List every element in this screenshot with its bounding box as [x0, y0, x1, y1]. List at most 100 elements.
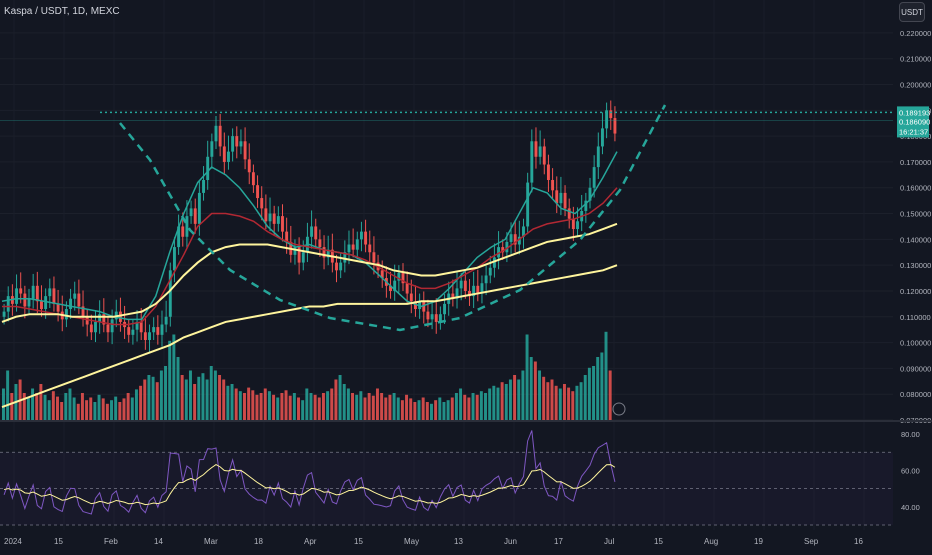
volume-bar [213, 370, 217, 420]
volume-bar [243, 393, 246, 420]
candle-body [497, 247, 501, 258]
volume-bar [39, 384, 43, 420]
volume-bar [533, 361, 537, 420]
candle-body [409, 293, 413, 302]
candle-body [430, 314, 434, 320]
candle-body [181, 226, 185, 237]
time-tick-label: Mar [204, 537, 218, 546]
volume-bar [68, 388, 72, 420]
candle-body [443, 303, 447, 315]
volume-bar [35, 393, 39, 420]
volume-bar [371, 395, 375, 420]
candle-body [77, 293, 81, 307]
candle-body [264, 208, 268, 222]
volume-bar [292, 393, 296, 420]
candle-body [23, 293, 27, 307]
volume-bar [604, 331, 608, 420]
candle-body [339, 262, 343, 271]
candle-body [476, 285, 480, 294]
volume-bar [434, 400, 438, 420]
volume-bar [479, 391, 483, 420]
candle-body [102, 314, 106, 325]
candle-body [276, 216, 280, 224]
volume-bar [417, 400, 421, 420]
volume-bar [413, 402, 417, 420]
candle-body [227, 151, 230, 162]
candle-body [517, 236, 521, 245]
price-tick-label: 0.140000 [900, 235, 931, 244]
price-tick-label: 0.090000 [900, 364, 931, 373]
candle-body [256, 185, 260, 199]
candle-body [40, 301, 43, 310]
volume-bar [446, 400, 450, 420]
candle-body [484, 275, 488, 284]
candle-body [343, 252, 347, 263]
volume-bar [355, 394, 359, 420]
candle-body [64, 309, 68, 320]
price-tick-label: 0.220000 [900, 29, 931, 38]
volume-bar [238, 391, 242, 420]
volume-bar [484, 393, 487, 420]
candle-body [318, 239, 322, 248]
oscillator-line [3, 430, 616, 515]
time-tick-label: 14 [154, 537, 163, 546]
candle-body [189, 208, 193, 217]
price-tick-label: 0.160000 [900, 184, 931, 193]
candle-body [588, 187, 592, 201]
candle-body [314, 226, 318, 240]
countdown-label: 16:21:37 [899, 127, 928, 136]
candle-body [609, 110, 613, 119]
volume-bar [380, 393, 384, 420]
volume-bar [430, 403, 433, 420]
volume-bar [459, 388, 463, 420]
volume-bar [600, 352, 604, 420]
volume-bar [367, 393, 371, 420]
candle-body [401, 272, 405, 284]
volume-bar [10, 393, 14, 420]
candle-body [247, 159, 251, 173]
candle-body [576, 221, 579, 230]
volume-bar [26, 397, 30, 420]
candle-body [202, 180, 205, 193]
candle-body [85, 316, 89, 325]
candle-body [422, 301, 426, 312]
volume-bar [134, 389, 138, 420]
currency-button[interactable]: USDT [899, 2, 925, 22]
candle-body [222, 146, 226, 162]
last-price-label-bg [897, 115, 929, 138]
candle-body [56, 303, 60, 312]
volume-bar [180, 375, 184, 420]
volume-bar [388, 394, 392, 420]
candle-body [355, 239, 359, 250]
candle-body [44, 296, 48, 310]
volume-bar [500, 382, 504, 420]
candle-body [459, 280, 463, 289]
price-tick-label: 0.120000 [900, 287, 931, 296]
volume-bar [6, 370, 10, 420]
candle-body [27, 298, 31, 307]
price-tick-label: 0.080000 [900, 390, 931, 399]
candle-body [351, 244, 355, 250]
candle-body [260, 198, 264, 209]
candle-body [143, 332, 147, 340]
candle-body [571, 218, 575, 230]
candle-body [397, 272, 401, 281]
volume-bar [575, 385, 579, 420]
volume-bar [143, 379, 147, 420]
candle-body [2, 311, 6, 317]
candle-body [530, 141, 534, 183]
price-tick-label: 0.100000 [900, 339, 931, 348]
volume-bar [2, 388, 5, 420]
candle-body [168, 270, 172, 317]
time-tick-label: Aug [704, 537, 718, 546]
candle-body [513, 234, 517, 245]
volume-bar [384, 397, 388, 420]
volume-bar [288, 395, 292, 420]
volume-bar [267, 391, 271, 420]
volume-bar [85, 400, 89, 420]
volume-bar [151, 376, 155, 420]
candle-body [347, 244, 351, 253]
volume-bar [197, 376, 201, 420]
price-tick-label: 0.150000 [900, 210, 931, 219]
